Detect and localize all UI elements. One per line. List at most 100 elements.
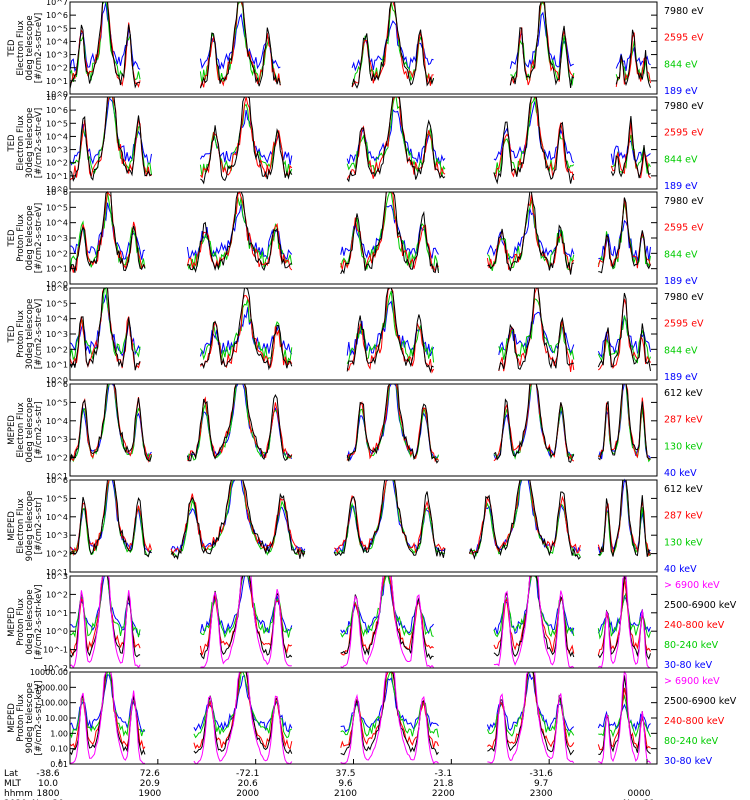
time-axis-value: 72.6 <box>140 769 160 779</box>
ylabel-line: [#/cm2-s-str-eV] <box>34 299 44 369</box>
ylabel-line: Electron Flux <box>16 498 26 553</box>
legend-entry: 2595 eV <box>664 128 704 139</box>
legend-entry: 189 eV <box>664 372 698 383</box>
time-axis-value: -3.1 <box>435 769 453 779</box>
ytick-label: 10^7 <box>46 93 68 102</box>
ytick-label: 10.00 <box>45 714 68 723</box>
ytick-label: 10^4 <box>46 37 68 46</box>
ytick-label: 1.00 <box>50 729 68 738</box>
legend-entry: > 6900 keV <box>664 676 720 687</box>
series-6-3 <box>69 479 651 558</box>
ytick-label: 10^0 <box>46 280 68 289</box>
ylabel-line: Proton Flux <box>16 694 26 742</box>
ytick-label: 10^1 <box>46 568 68 577</box>
ytick-label: 10^4 <box>46 315 68 324</box>
ylabel-line: MEPED <box>7 415 17 445</box>
ytick-label: 10^6 <box>46 106 68 115</box>
legend-entry: 287 keV <box>664 511 703 522</box>
ytick-label: 10^6 <box>46 188 68 197</box>
ytick-label: 10^3 <box>46 330 68 339</box>
legend-entry: 130 keV <box>664 441 703 452</box>
ylabel: MEPED Electron Flux 0deg telescope [#/cm2-s… <box>7 397 44 462</box>
ytick-label: 10^2 <box>46 454 68 463</box>
legend-entry: 2595 eV <box>664 33 704 44</box>
series-2-4 <box>69 96 651 166</box>
ytick-label: 10^2 <box>46 345 68 354</box>
legend-entry: 844 eV <box>664 59 698 70</box>
panel-frame <box>69 383 658 477</box>
time-axis-value: 9.6 <box>338 779 353 789</box>
series-1-4 <box>69 1 651 73</box>
series-2-2 <box>69 96 651 181</box>
legend-entry: 30-80 keV <box>664 660 713 671</box>
time-axis-value: 1800 <box>37 789 60 799</box>
legend-entry: 844 eV <box>664 249 698 260</box>
panel-frame <box>69 1 658 95</box>
ytick-label: 10^6 <box>46 380 68 389</box>
panel-8: 0.01 0.10 1.00 10.00 100.00 1000.00 10000.00 ME… <box>7 668 737 769</box>
legend-entry: 40 keV <box>664 468 697 479</box>
ylabel: MEPED Proton Flux 0deg telescope [#/cm2-s-s… <box>7 585 44 660</box>
panel-frame <box>69 191 658 285</box>
time-axis-value: 2300 <box>530 789 553 799</box>
ytick-label: 10^5 <box>46 398 68 407</box>
time-axis-row-label: Lat <box>4 769 19 779</box>
ylabel: MEPED Proton Flux 90deg telescope [#/cm2-s-… <box>7 681 44 756</box>
legend-entry: 2500-6900 keV <box>664 600 737 611</box>
ytick-label: 0.10 <box>50 745 68 754</box>
ylabel-line: TED <box>7 229 17 248</box>
ytick-label: 100.00 <box>40 699 68 708</box>
legend-entry: 2595 eV <box>664 223 704 234</box>
ytick-label: 10^2 <box>46 159 68 168</box>
ylabel-line: [#/cm2-s-str] <box>34 402 44 459</box>
ylabel-line: 0deg telescope <box>25 589 35 654</box>
legend-entry: 612 keV <box>664 484 703 495</box>
ytick-label: 10^0 <box>46 627 68 636</box>
ytick-label: 10^6 <box>46 11 68 20</box>
ytick-label: 10^5 <box>46 203 68 212</box>
ytick-label: 10^2 <box>46 590 68 599</box>
ytick-label: 0.01 <box>50 760 68 769</box>
ytick-label: 10^5 <box>46 24 68 33</box>
time-axis: Lat -38.6 72.6 -72.1 37.5 -3.1 -31.6 MLT 10.0 20.… <box>4 759 655 800</box>
ylabel-line: 0deg telescope <box>25 397 35 462</box>
ylabel: MEPED Electron Flux 90deg telescope [#/cm2-… <box>7 491 44 562</box>
ytick-label: 10^5 <box>46 494 68 503</box>
legend-entry: 7980 eV <box>664 101 704 112</box>
series-3-1 <box>69 191 651 275</box>
panel-frame <box>69 479 658 573</box>
series-8-4 <box>69 671 651 739</box>
time-axis-value: 0000 <box>628 789 651 799</box>
ylabel-line: [#/cm2-s-str-eV] <box>34 108 44 178</box>
legend-entry: 7980 eV <box>664 6 704 17</box>
ylabel-line: [#/cm2-s-str] <box>34 498 44 555</box>
ytick-label: 10^6 <box>46 476 68 485</box>
time-axis-value: 20.9 <box>140 779 160 789</box>
legend-entry: 189 eV <box>664 276 698 287</box>
legend-entry: 80-240 keV <box>664 640 719 651</box>
ylabel-line: 0deg telescope <box>25 205 35 270</box>
ytick-label: 10000.00 <box>30 668 68 677</box>
ytick-label: 10^2 <box>46 550 68 559</box>
ytick-label: 10^3 <box>46 435 68 444</box>
time-axis-value: 9.7 <box>534 779 548 789</box>
ytick-label: 10^1 <box>46 472 68 481</box>
ytick-label: 1000.00 <box>35 683 68 692</box>
ylabel-line: Electron Flux <box>16 115 26 170</box>
series-6-2 <box>69 479 651 557</box>
ylabel-line: Proton Flux <box>16 598 26 646</box>
ytick-label: 10^3 <box>46 531 68 540</box>
ytick-label: 10^6 <box>46 284 68 293</box>
panel-frame <box>69 96 658 190</box>
ytick-label: 10^1 <box>46 172 68 181</box>
legend-entry: 2500-6900 keV <box>664 696 737 707</box>
ytick-label: 10^0 <box>46 185 68 194</box>
time-axis-value: 2200 <box>432 789 455 799</box>
ylabel-line: MEPED <box>7 607 17 637</box>
ytick-label: 10^1 <box>46 77 68 86</box>
